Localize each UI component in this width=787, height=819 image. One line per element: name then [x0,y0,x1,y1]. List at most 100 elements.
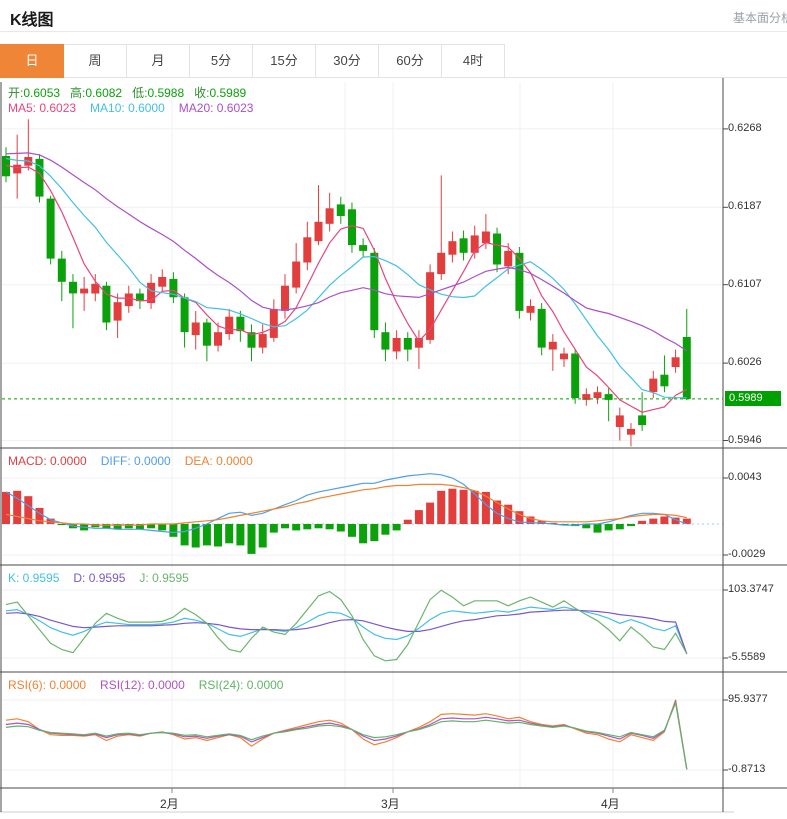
x-axis-label: 4月 [601,797,620,811]
macd-bar [414,510,423,524]
candle [247,324,256,362]
candle [124,285,133,313]
candle [459,230,468,261]
ohlc-legend-item: 高:0.6082 [70,86,123,100]
ohlc-legend: 开:0.6053 高:0.6082 低:0.5988 收:0.5989 [8,84,256,101]
legend-item: J: 0.9595 [139,571,189,585]
candle [113,293,122,338]
candle [35,154,44,203]
candle [336,196,345,224]
timeframe-tab[interactable]: 4时 [441,44,505,78]
macd-bar [392,524,401,531]
candle [448,231,457,263]
macd-bar [671,517,680,524]
legend-item: K: 0.9595 [8,571,60,585]
kdj-legend: K: 0.9595 D: 0.9595 J: 0.9595 [8,571,203,585]
macd-bar [370,524,379,542]
candle [593,386,602,404]
y-axis-label: -0.8713 [728,763,766,775]
macd-bar [147,524,156,529]
macd-bar [403,519,412,524]
candle [13,134,22,199]
timeframe-tab[interactable]: 月 [126,44,190,78]
macd-bar [437,490,446,524]
header-divider [0,31,787,32]
macd-bar [180,524,189,546]
macd-bar [124,524,133,529]
macd-bar [448,488,457,524]
macd-bar [649,518,658,524]
macd-bar [236,524,245,546]
macd-bar [281,524,289,529]
candle [180,293,189,348]
macd-bar [135,524,144,530]
ma-line-MA20 [5,152,688,352]
legend-item: MACD: 0.0000 [8,454,87,468]
indicator-line-J [5,589,688,662]
macd-bar [348,524,356,537]
macd-bar [24,496,33,524]
timeframe-tab[interactable]: 15分 [252,44,316,78]
ohlc-legend-item: 低:0.5988 [132,86,185,100]
macd-bar [638,520,647,524]
fundamental-analysis-link[interactable]: 基本面分析 [733,11,787,25]
legend-item: D: 0.9595 [73,571,126,585]
candle [437,175,446,280]
candle [214,322,222,352]
candle [660,355,669,393]
timeframe-tab[interactable]: 60分 [378,44,442,78]
timeframe-tabs: 日周月 5分 15分 30分 60分 4时 [0,44,787,78]
candle [537,303,546,356]
candle [158,269,167,292]
ma-legend: MA5: 0.6023 MA10: 0.6000 MA20: 0.6023 [8,101,267,115]
candle [582,388,591,406]
macd-bar [426,502,435,524]
candle [649,370,658,398]
macd-bar [202,524,211,546]
candle [493,227,501,273]
candle [348,202,356,253]
candle [560,347,568,367]
ma-line-MA5 [5,164,688,413]
y-axis-label: 0.5946 [728,433,762,446]
legend-item: RSI(12): 0.0000 [100,678,185,692]
candle [381,322,390,362]
y-axis-label: 95.9377 [728,693,768,705]
legend-item: RSI(24): 0.0000 [198,678,284,692]
macd-bar [627,524,635,527]
macd-bar [593,524,602,533]
macd-bar [292,524,301,531]
macd-bar [582,524,591,529]
y-axis-label: 0.6107 [728,277,762,290]
macd-bar [515,511,524,524]
macd-bar [35,507,44,524]
macd-bar [102,524,111,529]
candle [303,221,312,271]
macd-bar [493,500,501,524]
timeframe-tab[interactable]: 日 [0,44,64,78]
macd-bar [359,524,368,544]
timeframe-tab[interactable]: 周 [63,44,127,78]
candle [571,349,580,404]
timeframe-tab[interactable]: 30分 [315,44,379,78]
macd-bar [336,524,345,532]
candle [191,310,200,350]
indicator-line-D [5,609,688,655]
current-price-badge: 0.5989 [725,390,781,406]
timeframe-tab[interactable]: 5分 [189,44,253,78]
macd-bar [225,524,234,544]
y-axis-label: -5.5589 [728,650,766,663]
candle [2,147,10,183]
candle [392,330,401,360]
candle [281,274,289,319]
tabbar-filler [505,44,787,78]
y-axis-label: 0.0043 [728,470,762,483]
candle [615,407,624,441]
macd-bar [381,524,390,535]
page-title: K线图 [10,12,54,29]
x-axis-label: 3月 [381,797,400,811]
candle [325,192,334,232]
macd-bar [459,489,468,524]
indicator-line-RSI24 [5,700,688,770]
y-axis-label: 0.6187 [728,200,762,213]
